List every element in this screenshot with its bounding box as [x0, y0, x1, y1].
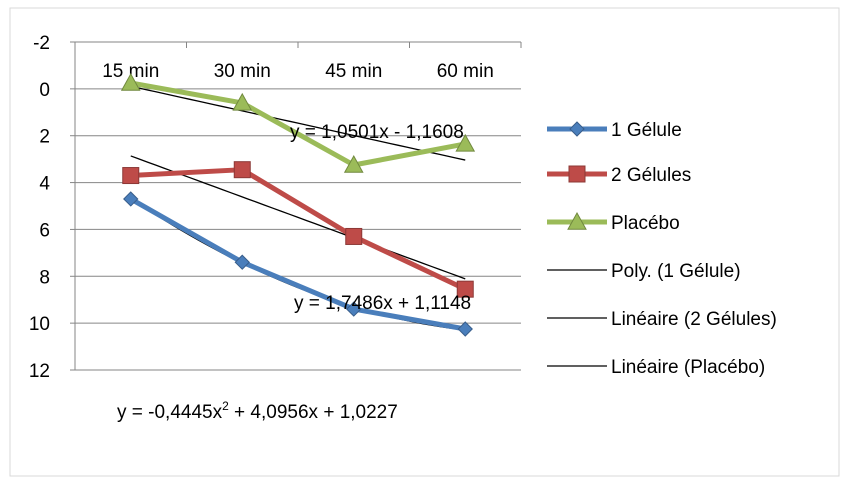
y-tick-label: 8: [39, 267, 50, 288]
trendline-equation: y = -0,4445x2 + 4,0956x + 1,0227: [117, 399, 398, 423]
data-point-triangle: [567, 211, 587, 230]
data-point-square: [233, 161, 251, 179]
data-point-square: [122, 167, 140, 185]
data-point-square: [345, 227, 363, 245]
data-point-triangle: [120, 72, 141, 91]
data-point-square: [568, 165, 586, 183]
legend-label: Poly. (1 Gélule): [611, 261, 741, 282]
legend-label: Linéaire (Placébo): [611, 357, 765, 378]
data-point-triangle: [343, 154, 364, 173]
legend: 1 Gélule 2 Gélules Placébo Poly. (1 Gélule)…: [547, 120, 777, 378]
series-line: [128, 80, 468, 168]
trendline-linear: [130, 85, 466, 161]
series: [120, 72, 476, 337]
y-tick-label: 6: [39, 220, 50, 241]
y-tick-label: 4: [39, 174, 50, 195]
legend-label: 2 Gélules: [611, 165, 691, 186]
trendline-equation: y = 1,0501x - 1,1608: [290, 122, 464, 143]
legend-label: 1 Gélule: [611, 120, 682, 141]
data-point-triangle: [455, 133, 476, 152]
trendline-linear: [130, 155, 466, 280]
series-line: [128, 196, 468, 332]
data-point-diamond: [123, 191, 139, 207]
x-tick-label: 60 min: [437, 61, 494, 82]
data-point-square: [456, 280, 474, 298]
legend-label: Linéaire (2 Gélules): [611, 309, 777, 330]
data-point-diamond: [569, 121, 585, 137]
data-point-diamond: [346, 301, 362, 317]
x-tick-label: 15 min: [102, 61, 159, 82]
y-tick-label: 2: [39, 127, 50, 148]
series-line: [128, 167, 468, 292]
legend-label: Placébo: [611, 213, 680, 234]
axes: -2 0 2 4 6 8 10 12 15 min 30 min 45 min 60 min: [29, 33, 522, 382]
x-tick-label: 45 min: [325, 61, 382, 82]
y-tick-label: 12: [29, 361, 50, 382]
trendline-equations: y = -0,4445x2 + 4,0956x + 1,0227 y = 1,74…: [117, 122, 471, 423]
y-tick-label: 0: [39, 80, 50, 101]
y-tick-label: -2: [33, 33, 50, 54]
trendline-equation: y = 1,7486x + 1,1148: [294, 293, 471, 314]
x-tick-label: 30 min: [214, 61, 271, 82]
data-point-diamond: [234, 254, 250, 270]
data-point-diamond: [457, 321, 473, 337]
data-point-triangle: [232, 92, 253, 111]
y-tick-label: 10: [29, 314, 50, 335]
